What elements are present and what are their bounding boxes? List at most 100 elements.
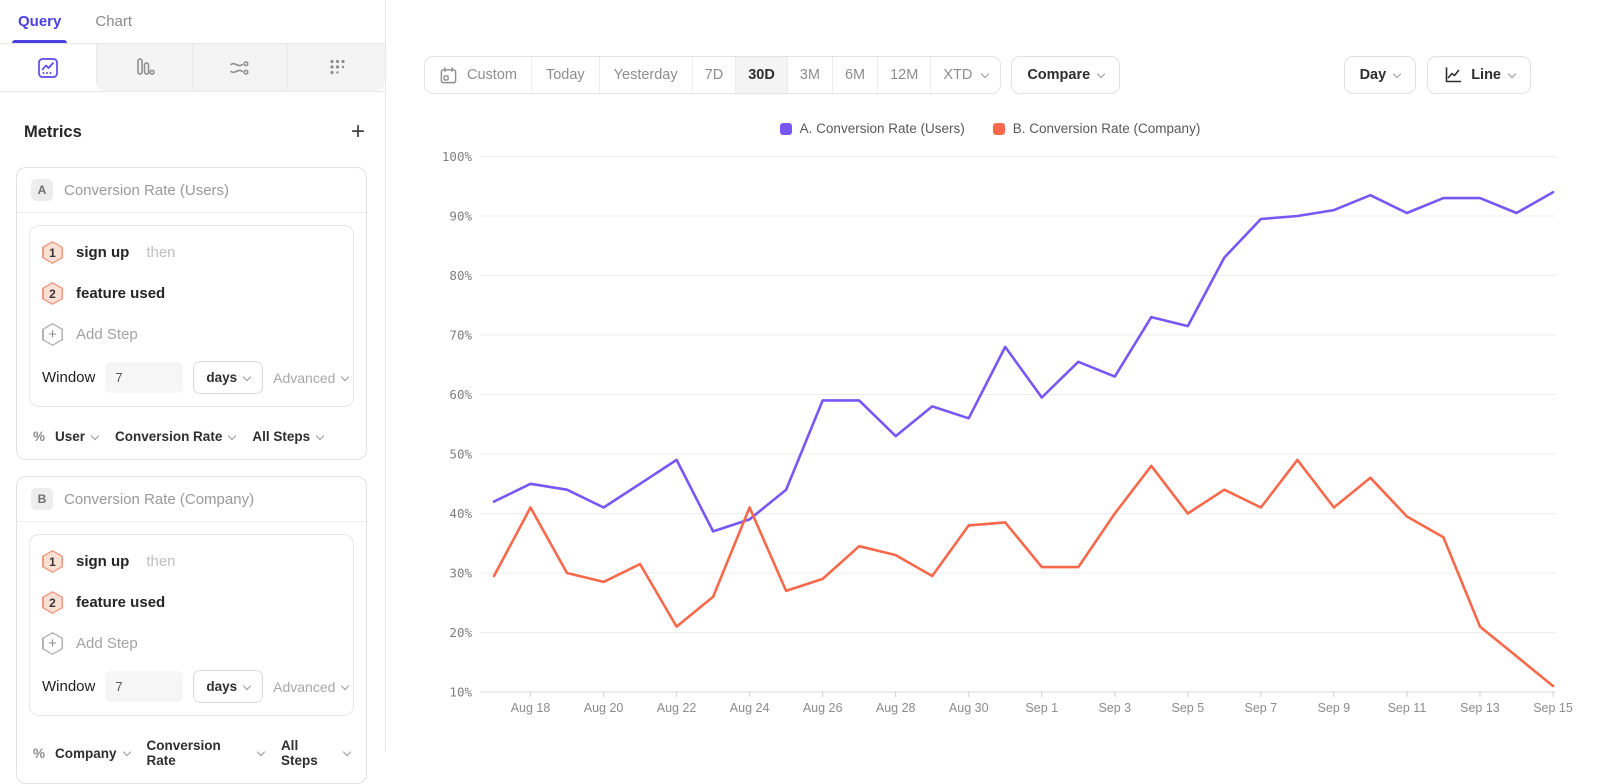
chevron-down-icon	[341, 681, 350, 690]
chart-legend: A. Conversion Rate (Users) B. Conversion…	[420, 121, 1560, 136]
y-axis-label: 40%	[449, 506, 472, 521]
chart-type-insights-tab[interactable]	[0, 44, 96, 91]
legend-swatch-a	[779, 122, 792, 135]
x-axis-label: Sep 5	[1171, 701, 1204, 715]
advanced-label: Advanced	[273, 369, 336, 386]
x-axis-label: Sep 9	[1318, 701, 1351, 715]
chevron-down-icon	[228, 431, 237, 440]
compare-button[interactable]: Compare	[1011, 56, 1121, 94]
window-unit-dropdown[interactable]: days	[193, 361, 264, 394]
y-axis-label: 50%	[449, 447, 472, 462]
funnel-step-2[interactable]: 2 feature used	[42, 582, 341, 623]
chart-style-dropdown[interactable]: Line	[1427, 56, 1531, 94]
legend-label-b: B. Conversion Rate (Company)	[1012, 121, 1201, 136]
date-range-segmented-control: Custom Today Yesterday 7D 30D 3M 6M 12M …	[424, 56, 1002, 94]
y-axis-label: 90%	[449, 209, 472, 224]
add-step-label: Add Step	[76, 326, 138, 343]
chart-type-flows-tab[interactable]	[191, 44, 288, 91]
chart-type-toolbar	[0, 44, 385, 92]
window-unit-dropdown[interactable]: days	[193, 670, 264, 703]
metric-card-b-header[interactable]: B Conversion Rate (Company)	[17, 477, 366, 522]
chevron-down-icon	[1392, 69, 1402, 79]
funnel-steps-box-a: 1 sign up then 2 feature used + Add Step…	[29, 225, 354, 407]
tab-chart[interactable]: Chart	[93, 0, 134, 43]
step-1-suffix: then	[146, 244, 176, 261]
legend-item-b[interactable]: B. Conversion Rate (Company)	[992, 121, 1201, 136]
tab-query[interactable]: Query	[11, 0, 68, 43]
metric-card-b: B Conversion Rate (Company) 1 sign up th…	[16, 476, 367, 784]
legend-item-a[interactable]: A. Conversion Rate (Users)	[779, 121, 965, 136]
conversion-window-row: Window days Advanced	[42, 361, 350, 394]
window-value-input[interactable]	[105, 362, 184, 393]
interval-dropdown[interactable]: Day	[1343, 56, 1417, 94]
window-value-input[interactable]	[105, 671, 184, 702]
funnel-step-2[interactable]: 2 feature used	[42, 273, 341, 314]
y-axis-label: 30%	[449, 566, 472, 581]
date-range-12m[interactable]: 12M	[877, 57, 930, 93]
conversion-window-row: Window days Advanced	[42, 670, 350, 703]
window-label: Window	[42, 678, 96, 695]
steps-scope-dropdown[interactable]: All Steps	[252, 429, 325, 444]
series-line-b[interactable]	[492, 458, 1555, 688]
chevron-down-icon	[342, 747, 352, 757]
x-axis-label: Sep 13	[1460, 701, 1500, 715]
entity-dropdown[interactable]: User	[55, 429, 100, 444]
date-range-xtd-dropdown[interactable]: XTD	[930, 57, 1000, 93]
metric-type-dropdown[interactable]: Conversion Rate	[115, 429, 237, 444]
x-axis-label: Sep 11	[1388, 701, 1427, 715]
funnel-steps-box-b: 1 sign up then 2 feature used + Add Step…	[29, 534, 354, 716]
date-range-yesterday[interactable]: Yesterday	[598, 57, 692, 93]
metrics-title: Metrics	[24, 122, 82, 141]
chevron-down-icon	[122, 747, 131, 757]
advanced-dropdown[interactable]: Advanced	[273, 678, 350, 695]
funnel-step-1[interactable]: 1 sign up then	[42, 541, 341, 582]
step-2-event: feature used	[76, 285, 166, 302]
step-1-badge-icon: 1	[42, 241, 63, 264]
x-axis-label: Aug 18	[511, 701, 551, 715]
date-range-3m[interactable]: 3M	[786, 57, 832, 93]
advanced-label: Advanced	[273, 678, 336, 695]
percent-icon: %	[33, 429, 46, 444]
add-step-icon: +	[42, 632, 63, 655]
step-1-suffix: then	[146, 553, 176, 570]
x-axis-label: Sep 7	[1245, 701, 1278, 715]
entity-dropdown[interactable]: Company	[55, 746, 131, 761]
step-1-event: sign up	[76, 244, 130, 261]
add-step-label: Add Step	[76, 635, 138, 652]
chevron-down-icon	[981, 69, 990, 79]
x-axis-label: Aug 30	[949, 701, 989, 715]
advanced-dropdown[interactable]: Advanced	[273, 369, 350, 386]
funnel-step-1[interactable]: 1 sign up then	[42, 232, 341, 273]
legend-label-a: A. Conversion Rate (Users)	[799, 121, 965, 136]
add-step-button[interactable]: + Add Step	[42, 314, 341, 355]
add-metric-button[interactable]: +	[350, 118, 365, 145]
query-sidebar: Query Chart	[0, 0, 386, 784]
date-range-custom[interactable]: Custom	[425, 57, 531, 93]
report-main-area: Custom Today Yesterday 7D 30D 3M 6M 12M …	[386, 0, 1600, 751]
date-range-7d[interactable]: 7D	[691, 57, 736, 93]
funnel-bars-icon	[137, 57, 155, 75]
chart-type-retention-tab[interactable]	[287, 44, 385, 91]
add-step-icon: +	[42, 323, 63, 346]
date-range-6m[interactable]: 6M	[831, 57, 877, 93]
metric-card-a: A Conversion Rate (Users) 1 sign up then…	[16, 167, 367, 460]
step-2-badge-icon: 2	[42, 591, 63, 614]
y-axis-label: 100%	[442, 149, 473, 164]
add-step-button[interactable]: + Add Step	[42, 623, 341, 664]
chart-type-funnels-tab[interactable]	[95, 44, 192, 91]
date-range-today[interactable]: Today	[530, 57, 599, 93]
date-controls: Custom Today Yesterday 7D 30D 3M 6M 12M …	[424, 56, 1121, 94]
percent-icon: %	[33, 745, 46, 761]
compare-label: Compare	[1027, 67, 1091, 83]
steps-scope-dropdown[interactable]: All Steps	[281, 738, 352, 768]
date-range-30d[interactable]: 30D	[735, 57, 787, 93]
x-axis-label: Aug 20	[584, 701, 624, 715]
metric-type-dropdown[interactable]: Conversion Rate	[147, 738, 266, 768]
window-unit-label: days	[206, 370, 238, 385]
line-chart-icon	[1445, 67, 1462, 83]
metric-card-a-header[interactable]: A Conversion Rate (Users)	[17, 168, 366, 213]
tab-chart-label: Chart	[95, 13, 133, 30]
series-line-a[interactable]	[492, 190, 1555, 533]
conversion-line-chart: 10% 20% 30% 40% 50% 60% 70% 80% 90% 100% Aug 18 Aug…	[442, 149, 1573, 715]
x-axis-label: Sep 3	[1098, 701, 1131, 715]
